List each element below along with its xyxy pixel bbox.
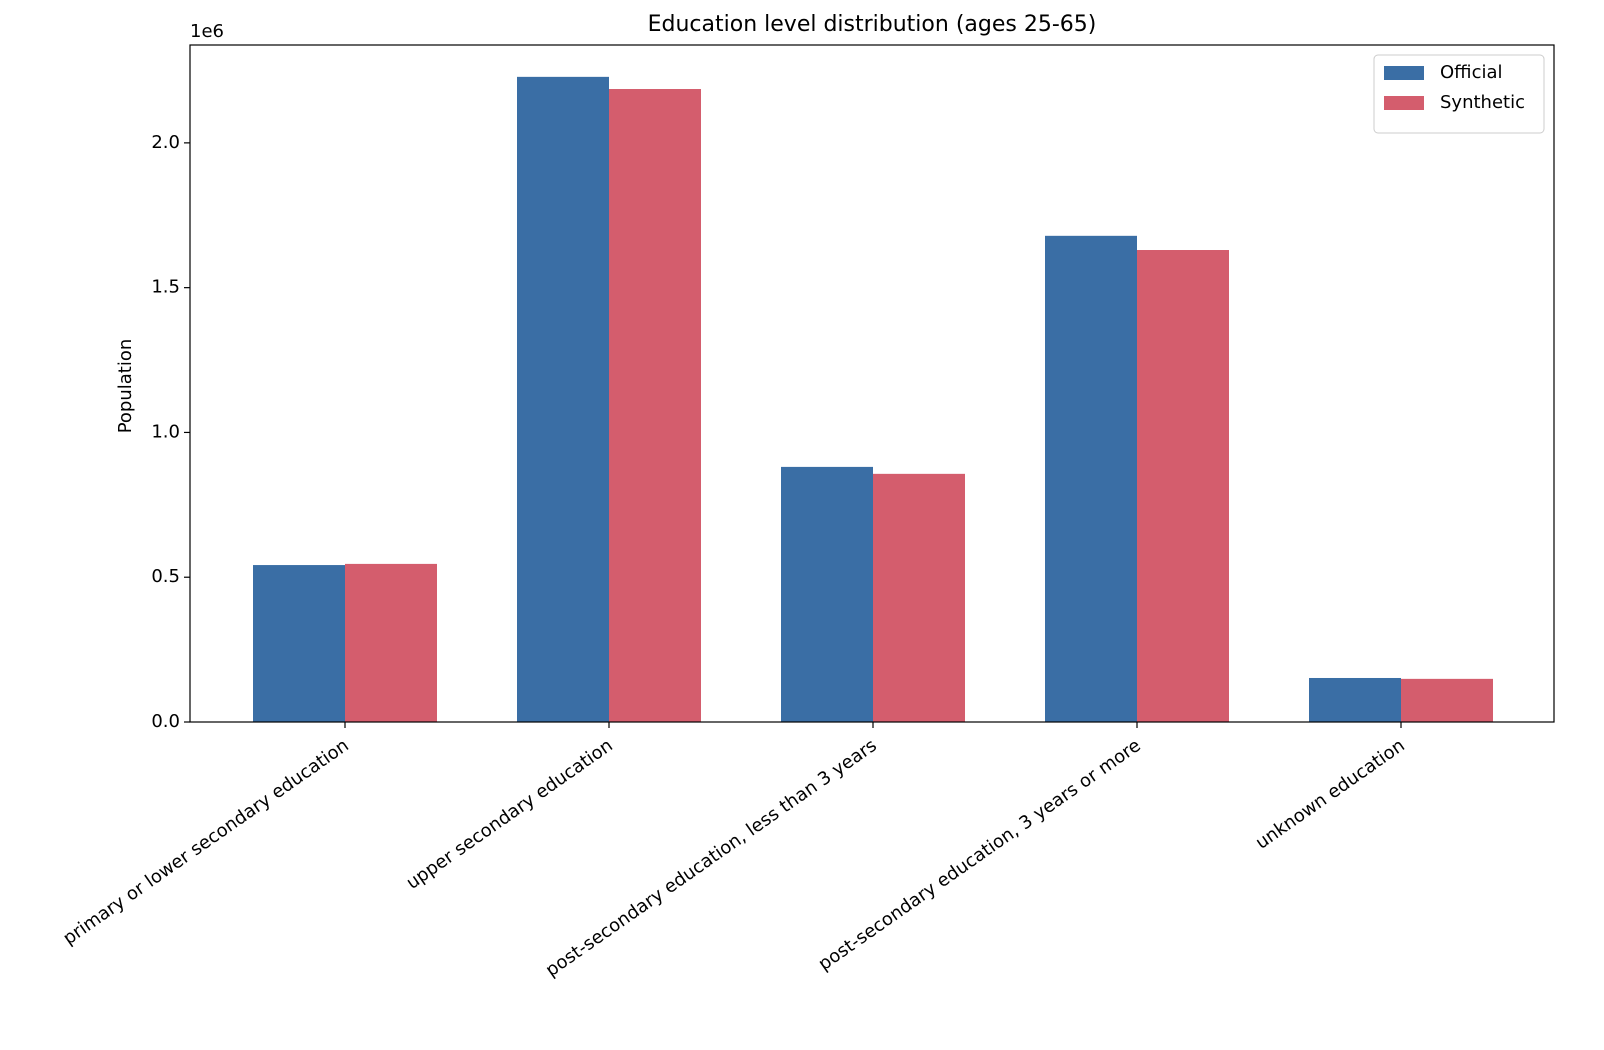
y-tick-label: 0.0 <box>151 711 180 732</box>
bar <box>873 473 965 722</box>
y-axis-label: Population <box>115 339 136 434</box>
legend-label: Official <box>1440 62 1503 83</box>
y-tick-label: 0.5 <box>151 566 180 587</box>
y-tick-label: 1.5 <box>151 277 180 298</box>
bar <box>517 76 609 723</box>
legend-swatch <box>1384 66 1424 80</box>
y-offset-label: 1e6 <box>190 21 224 42</box>
x-tick-label: post-secondary education, less than 3 ye… <box>542 735 881 981</box>
x-tick-label: primary or lower secondary education <box>59 735 352 949</box>
bar <box>781 466 873 722</box>
legend-label: Synthetic <box>1440 92 1525 113</box>
chart-title: Education level distribution (ages 25-65… <box>648 12 1097 37</box>
bar <box>345 563 437 722</box>
x-tick-label: upper secondary education <box>403 735 617 894</box>
bar <box>1401 678 1493 722</box>
x-tick-label: unknown education <box>1252 735 1409 854</box>
bar <box>1137 250 1229 723</box>
bar <box>1309 677 1401 722</box>
y-tick-label: 1.0 <box>151 421 180 442</box>
legend-swatch <box>1384 96 1424 110</box>
bar <box>609 89 701 723</box>
x-tick-label: post-secondary education, 3 years or mor… <box>815 735 1145 975</box>
bar <box>253 565 345 722</box>
y-tick-label: 2.0 <box>151 132 180 153</box>
plot-frame <box>189 44 1555 723</box>
bar <box>1045 235 1137 722</box>
